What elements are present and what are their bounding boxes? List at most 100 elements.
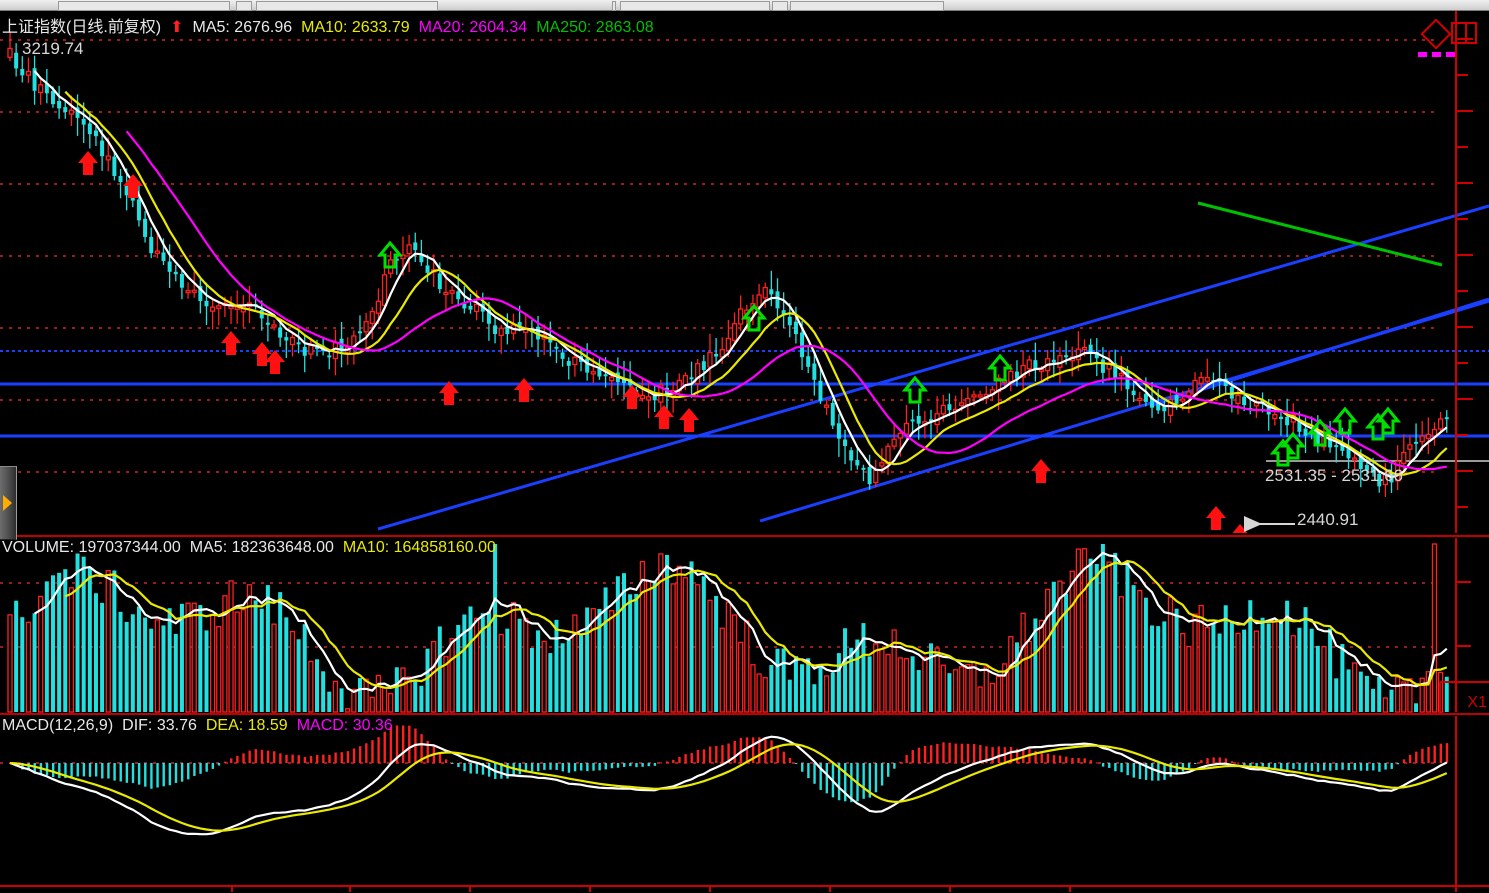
macd-chart-panel[interactable]: MACD(12,26,9) DIF: 33.76 DEA: 18.59 MACD: 3… <box>0 713 1489 893</box>
window-icon[interactable] <box>1451 22 1477 44</box>
buy-arrow-marker[interactable] <box>679 408 699 432</box>
macd-bar <box>1200 760 1203 763</box>
volume-plot[interactable] <box>0 537 1489 713</box>
candle <box>1174 395 1179 404</box>
toolbar-segment-3[interactable] <box>256 1 438 11</box>
macd-bar <box>972 744 976 763</box>
toolbar-segment-2[interactable] <box>236 1 252 11</box>
volume-bar <box>1285 600 1290 712</box>
price-downtrend-line[interactable] <box>1197 201 1443 267</box>
volume-bar <box>425 648 430 712</box>
macd-bar <box>868 763 871 798</box>
buy-arrow-marker[interactable] <box>123 174 143 198</box>
macd-bar <box>616 763 620 768</box>
signal-arrows[interactable] <box>78 151 1402 533</box>
volume-bar <box>75 553 80 712</box>
toolbar-segment-1[interactable] <box>58 1 230 11</box>
left-flyout-panel-button[interactable] <box>0 466 17 540</box>
volume-bar <box>1020 612 1026 713</box>
sell-arrow-marker[interactable] <box>376 240 404 269</box>
buy-arrow-marker[interactable] <box>1230 524 1250 533</box>
candle <box>1081 346 1088 351</box>
buy-arrow-marker[interactable] <box>439 381 459 405</box>
candle <box>977 394 983 398</box>
volume-bar <box>179 603 184 712</box>
toolbar-segment-5[interactable] <box>772 1 788 11</box>
candle <box>1235 394 1241 405</box>
volume-bars[interactable] <box>7 543 1449 713</box>
candle <box>891 438 897 447</box>
macd-bar <box>930 745 933 763</box>
volume-bar <box>1371 688 1376 712</box>
candle <box>769 289 774 295</box>
buy-arrow-marker[interactable] <box>265 350 285 374</box>
macd-bar <box>27 763 30 771</box>
volume-bar <box>271 623 277 713</box>
volume-bar <box>81 556 86 712</box>
candle <box>259 310 264 319</box>
toolbar-segment-6[interactable] <box>790 1 944 11</box>
candle <box>419 254 424 263</box>
candle <box>7 47 13 58</box>
macd-bar <box>887 763 890 777</box>
sell-arrow-marker[interactable] <box>1331 406 1359 435</box>
candle <box>1419 435 1425 443</box>
buy-arrow-marker[interactable] <box>622 385 642 409</box>
macd-bar <box>1445 743 1449 763</box>
zoom-level-badge[interactable]: X1 <box>1467 694 1487 711</box>
candle <box>1340 443 1345 451</box>
macd-bar <box>917 747 921 763</box>
macd-bar <box>1267 763 1271 769</box>
volume-bar <box>529 647 534 712</box>
macd-bar <box>1316 763 1320 772</box>
volume-bar <box>585 607 590 712</box>
sell-arrow-marker[interactable] <box>901 375 929 404</box>
volume-bar <box>1026 640 1032 713</box>
buy-arrow-marker[interactable] <box>514 378 534 402</box>
candle <box>1444 417 1449 420</box>
macd-bar <box>420 734 423 763</box>
price-chart-panel[interactable]: 上证指数(日线.前复权) ⬆ MA5: 2676.96 MA10: 2633.79 MA… <box>0 11 1489 540</box>
price-range-annotation: 2531.35 - 2531.66 <box>1265 466 1404 485</box>
sell-arrow-marker[interactable] <box>1279 431 1307 460</box>
volume-bar <box>517 618 522 712</box>
volume-bar <box>916 670 921 712</box>
ma5-line <box>33 70 1448 479</box>
sell-arrow-marker[interactable] <box>1374 406 1402 435</box>
buy-arrow-marker[interactable] <box>221 331 241 355</box>
low-price-annotation: 2440.91 <box>1297 510 1359 529</box>
candle <box>271 324 277 328</box>
volume-bar <box>1162 621 1167 712</box>
candle <box>1401 451 1407 465</box>
volume-bar <box>1174 608 1179 712</box>
volume-bar <box>204 630 209 712</box>
macd-plot[interactable] <box>0 715 1489 893</box>
buy-arrow-marker[interactable] <box>252 342 272 366</box>
macd-bar <box>770 740 773 763</box>
macd-bar <box>1101 763 1105 767</box>
buy-arrow-marker[interactable] <box>1031 459 1051 483</box>
price-trend-channels[interactable] <box>377 204 1489 531</box>
volume-bar <box>1002 663 1008 713</box>
candlestick-series[interactable] <box>7 31 1449 498</box>
candle <box>1167 398 1174 416</box>
candle <box>315 346 319 349</box>
toolbar-segment-4[interactable] <box>620 1 770 11</box>
sell-arrow-marker[interactable] <box>1306 418 1334 447</box>
volume-bar <box>149 628 154 712</box>
candle <box>1352 457 1358 461</box>
window-toolbar[interactable] <box>0 0 1489 11</box>
candle <box>1358 454 1363 469</box>
buy-arrow-marker[interactable] <box>78 151 98 175</box>
price-plot[interactable] <box>0 11 1489 533</box>
sell-arrow-marker[interactable] <box>986 353 1014 382</box>
buy-arrow-marker[interactable] <box>654 405 674 429</box>
volume-bar <box>1167 596 1174 713</box>
volume-chart-panel[interactable]: VOLUME: 197037344.00 MA5: 182363648.00 MA1… <box>0 535 1489 713</box>
candle <box>1328 436 1333 448</box>
buy-arrow-marker[interactable] <box>1206 506 1226 530</box>
volume-bar <box>676 565 682 713</box>
up-arrow-icon: ⬆ <box>170 19 184 36</box>
sell-arrow-marker[interactable] <box>740 303 768 332</box>
macd-bar <box>217 763 221 766</box>
